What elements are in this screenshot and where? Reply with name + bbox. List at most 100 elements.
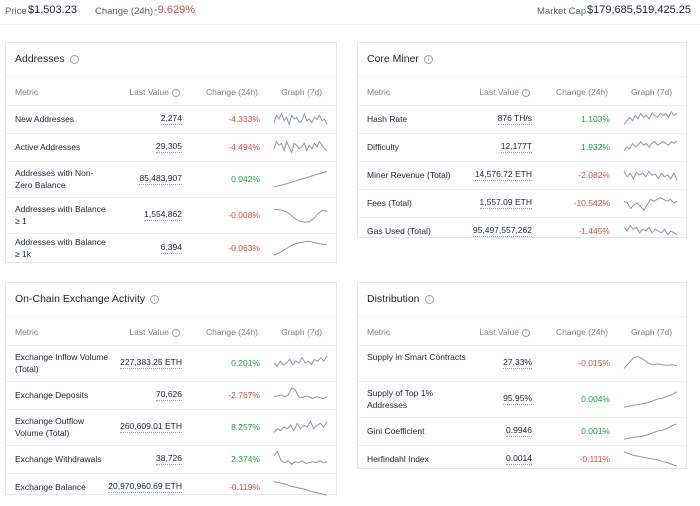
sparkline-graph[interactable] <box>623 421 678 441</box>
col-graph: Graph (7d) <box>281 87 323 97</box>
panel-title: On-Chain Exchange Activity i <box>15 293 160 305</box>
change-value: 0.042% <box>231 173 260 184</box>
last-value[interactable]: 20,970,960.69 ETH <box>108 481 182 493</box>
metric-name: New Addresses <box>15 114 75 124</box>
last-value[interactable]: 876 TH/s <box>497 113 532 125</box>
metric-name: Gini Coefficient <box>367 426 425 436</box>
change-value: 0.001% <box>581 425 610 436</box>
col-metric: Metric <box>15 87 39 97</box>
sparkline-line <box>273 240 328 256</box>
sparkline-graph[interactable] <box>623 389 678 409</box>
divider <box>358 345 686 346</box>
sparkline-line <box>623 451 678 467</box>
last-value[interactable]: 38,726 <box>156 453 182 465</box>
sparkline-graph[interactable] <box>623 109 678 129</box>
price-header: Price $1,503.23 Change (24h) -9.629% Mar… <box>0 0 700 24</box>
col-last-value: Last Value i <box>129 87 180 97</box>
col-last-value-label: Last Value <box>479 87 519 97</box>
last-value[interactable]: 2,274 <box>160 113 182 125</box>
header-divider <box>0 24 700 25</box>
change-value: -0.015% <box>578 357 610 368</box>
sparkline-graph[interactable] <box>273 449 328 469</box>
info-icon[interactable]: i <box>172 329 180 337</box>
panel-title: Core Miner i <box>367 53 433 65</box>
col-last-value-label: Last Value <box>129 87 169 97</box>
sparkline-graph[interactable] <box>273 353 328 373</box>
metric-name: Addresses with Balance ≥ 1 <box>15 204 106 226</box>
sparkline-graph[interactable] <box>623 165 678 185</box>
sparkline-graph[interactable] <box>273 137 328 157</box>
sparkline-graph[interactable] <box>273 477 328 497</box>
last-value[interactable]: 70,626 <box>156 389 182 401</box>
sparkline-graph[interactable] <box>273 385 328 405</box>
sparkline-graph[interactable] <box>273 169 328 189</box>
info-icon[interactable]: i <box>150 295 160 304</box>
change-label: Change (24h) <box>95 6 154 17</box>
info-icon[interactable]: i <box>424 295 434 304</box>
last-value[interactable]: 27.33% <box>503 357 532 369</box>
sparkline-line <box>273 420 328 433</box>
info-icon[interactable]: i <box>172 89 180 97</box>
sparkline-graph[interactable] <box>273 238 328 258</box>
sparkline-graph[interactable] <box>623 193 678 213</box>
divider <box>358 217 686 218</box>
info-icon[interactable]: i <box>522 89 530 97</box>
sparkline-graph[interactable] <box>273 417 328 437</box>
sparkline-graph[interactable] <box>623 137 678 157</box>
sparkline-line <box>623 423 678 440</box>
metric-name: Difficulty <box>367 142 399 152</box>
last-value[interactable]: 85,483,907 <box>139 173 182 185</box>
info-icon[interactable]: i <box>423 55 433 64</box>
last-value[interactable]: 0.0014 <box>506 453 532 465</box>
last-value[interactable]: 227,383.25 ETH <box>120 357 182 369</box>
last-value[interactable]: 1,554,862 <box>144 209 182 221</box>
divider <box>6 473 336 474</box>
divider <box>6 233 336 234</box>
sparkline-line <box>623 110 678 125</box>
metric-name: Herfindahl Index <box>367 454 429 464</box>
table-row: Exchange Balance 20,970,960.69 ETH -0.119% <box>6 473 336 501</box>
info-icon[interactable]: i <box>69 55 79 64</box>
price-label: Price <box>5 6 27 17</box>
metric-name: Exchange Outflow Volume (Total) <box>15 416 84 438</box>
sparkline-graph[interactable] <box>273 109 328 129</box>
col-last-value: Last Value i <box>129 327 180 337</box>
metric-name: Supply in Smart Contracts <box>367 352 466 362</box>
sparkline-graph[interactable] <box>273 205 328 225</box>
sparkline-line <box>623 197 678 212</box>
market-cap-label: Market Cap <box>537 6 587 17</box>
last-value[interactable]: 1,557.09 ETH <box>479 197 532 209</box>
sparkline-line <box>274 209 328 223</box>
change-value: -0.119% <box>228 481 260 492</box>
divider <box>358 105 686 106</box>
table-row: Supply in Smart Contracts 27.33% -0.015% <box>358 345 686 381</box>
sparkline-graph[interactable] <box>623 449 678 469</box>
info-icon[interactable]: i <box>522 329 530 337</box>
divider <box>358 381 686 382</box>
last-value[interactable]: 14,576.72 ETH <box>474 169 532 181</box>
table-row: New Addresses 2,274 -4.333% <box>6 105 336 133</box>
col-change: Change (24h) <box>556 87 608 97</box>
change-value: -2.767% <box>228 389 260 400</box>
col-last-value-label: Last Value <box>479 327 519 337</box>
change-value: 2.374% <box>231 453 260 464</box>
last-value[interactable]: 95.95% <box>503 393 532 405</box>
last-value[interactable]: 29,305 <box>156 141 182 153</box>
last-value[interactable]: 6,394 <box>160 242 182 254</box>
change-value: -4.333% <box>228 113 260 124</box>
last-value[interactable]: 95,497,557,262 <box>472 225 532 237</box>
table-header: Metric Last Value i Change (24h) Graph (7d) <box>358 83 686 105</box>
sparkline-line <box>273 112 328 127</box>
divider <box>6 133 336 134</box>
table-row: Gas Used (Total) 95,497,557,262 -1.445% <box>358 217 686 245</box>
sparkline-graph[interactable] <box>623 353 678 373</box>
metric-name: Miner Revenue (Total) <box>367 170 451 180</box>
panel-title-text: Distribution <box>367 293 420 305</box>
change-value: -1.445% <box>578 225 610 236</box>
change-value: -0.111% <box>579 453 610 464</box>
sparkline-graph[interactable] <box>623 221 678 241</box>
last-value[interactable]: 12,177T <box>500 141 532 153</box>
divider <box>6 445 336 446</box>
last-value[interactable]: 0.9946 <box>506 425 532 437</box>
last-value[interactable]: 260,609.01 ETH <box>120 421 182 433</box>
